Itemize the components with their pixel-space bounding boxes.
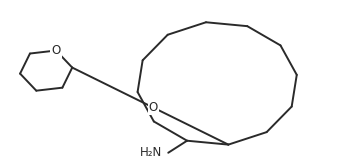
Text: O: O	[149, 101, 158, 114]
Text: H₂N: H₂N	[140, 146, 162, 159]
Text: O: O	[51, 44, 61, 57]
